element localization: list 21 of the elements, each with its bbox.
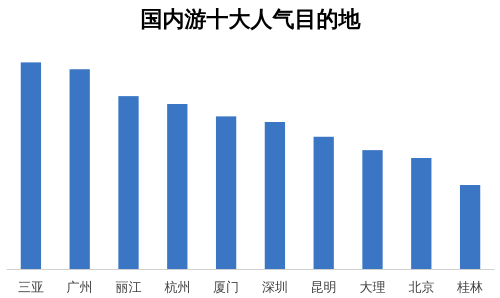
bar — [216, 116, 236, 270]
x-tick-label: 广州 — [66, 280, 93, 296]
bar — [411, 158, 432, 270]
bar — [314, 136, 334, 270]
bar — [167, 104, 188, 270]
x-tick-label: 北京 — [408, 280, 434, 296]
x-tick-label: 丽江 — [116, 280, 142, 296]
x-tick-label: 深圳 — [262, 280, 288, 296]
x-tick-label: 三亚 — [18, 280, 44, 296]
x-tick-label: 桂林 — [456, 280, 484, 296]
bar — [264, 122, 286, 270]
bar — [20, 62, 42, 270]
x-tick-label: 大理 — [360, 280, 386, 296]
bar — [460, 184, 480, 270]
chart-title: 国内游十大人气目的地 — [140, 8, 362, 32]
x-tick-label: 杭州 — [163, 280, 190, 296]
bar — [70, 69, 90, 270]
x-tick-label: 昆明 — [310, 280, 337, 296]
bar — [362, 150, 383, 270]
bar — [118, 96, 139, 270]
x-tick-label: 厦门 — [213, 280, 240, 296]
